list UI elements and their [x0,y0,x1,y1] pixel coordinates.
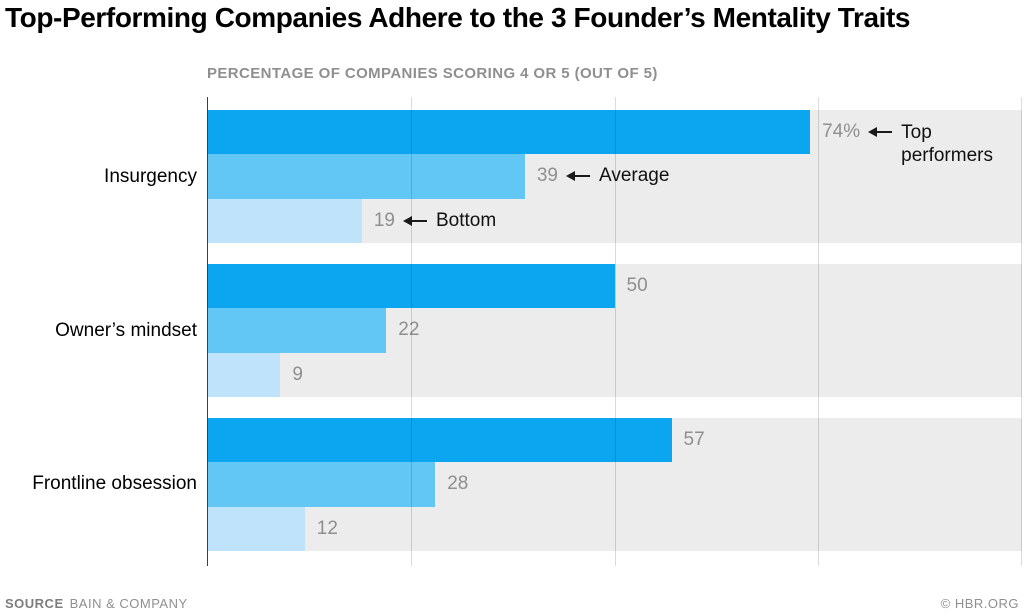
bar-average [207,154,525,199]
bar-row: 57 [207,418,1022,463]
annotation-bottom: Bottom [435,209,497,231]
value-label: 9 [292,363,303,385]
y-axis-line [207,97,208,566]
value-label: 12 [316,517,338,539]
source-credit: SOURCE BAIN & COMPANY [5,596,188,611]
gridline-25 [410,97,412,566]
category-label-owners-mindset: Owner’s mindset [55,320,197,341]
source-label: SOURCE [5,596,64,611]
bar-row: 9 [207,352,1022,397]
bar-row: 22 [207,308,1022,353]
left-arrow-icon [565,171,590,182]
page-title: Top-Performing Companies Adhere to the 3… [5,2,911,33]
bar-row: 50 [207,264,1022,309]
value-label: 28 [447,473,469,495]
plot-area: 74% Top performers 39 Average 19 Bottom [207,97,1022,566]
gridline-50 [614,97,616,566]
annotation-average: Average [598,165,670,187]
bar-top-performers [207,110,811,155]
bar-top-performers [207,264,615,309]
value-label: 22 [398,319,420,341]
bar-row: 12 [207,506,1022,551]
left-arrow-icon [402,215,427,226]
bar-row: 39 Average [207,154,1022,199]
value-label: 50 [626,275,648,297]
annotation-top-performers: Top performers [901,122,993,166]
gridline-75 [818,97,820,566]
value-label: 57 [683,429,705,451]
left-arrow-icon [868,127,893,138]
bar-group-owners-mindset: 50 22 9 [207,264,1022,397]
bar-row: 19 Bottom [207,198,1022,243]
source-value: BAIN & COMPANY [69,596,188,611]
value-label: 39 [536,165,558,187]
bar-bottom [207,198,362,243]
bar-bottom [207,352,281,397]
chart-subtitle: PERCENTAGE OF COMPANIES SCORING 4 OR 5 (… [207,65,658,82]
bar-average [207,308,387,353]
gridline-100 [1021,97,1022,566]
bar-row: 74% Top performers [207,110,1022,166]
bar-row: 28 [207,462,1022,507]
bar-top-performers [207,418,672,463]
bar-group-insurgency: 74% Top performers 39 Average 19 Bottom [207,110,1022,243]
bar-group-frontline-obsession: 57 28 12 [207,418,1022,551]
category-label-frontline-obsession: Frontline obsession [32,473,197,494]
value-label: 19 [373,209,395,231]
bar-average [207,462,436,507]
category-label-insurgency: Insurgency [104,166,197,187]
value-label: 74% [822,121,861,143]
bar-bottom [207,506,305,551]
hbr-credit: © HBR.ORG [940,596,1019,611]
